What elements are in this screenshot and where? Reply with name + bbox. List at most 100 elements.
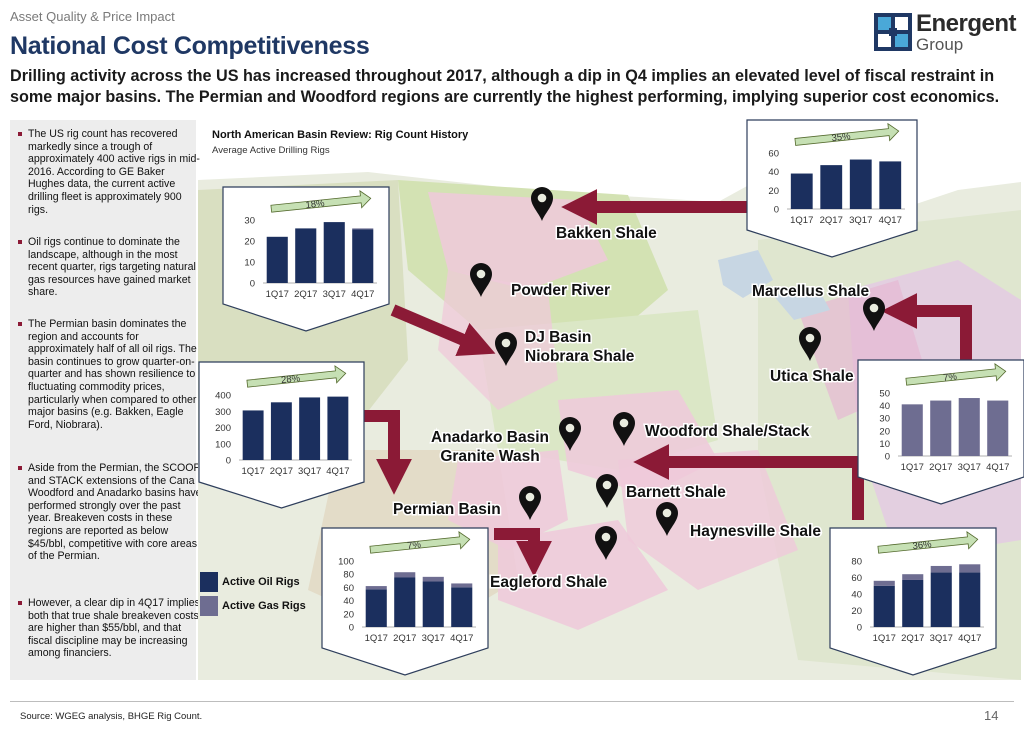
footer-divider	[10, 701, 1014, 702]
basin-label: Woodford Shale/Stack	[645, 423, 810, 440]
y-tick-label: 200	[215, 423, 231, 434]
basin-label: Haynesville Shale	[690, 523, 821, 540]
x-tick-label: 2Q17	[929, 462, 952, 473]
x-tick-label: 4Q17	[450, 633, 473, 644]
x-tick-label: 4Q17	[326, 466, 349, 477]
basin-pin-icon	[495, 332, 517, 366]
bar-oil	[365, 589, 387, 627]
pin-body	[531, 187, 553, 221]
x-tick-label: 3Q17	[298, 466, 321, 477]
pin-body	[656, 502, 678, 536]
arrow-to-dj	[390, 304, 496, 357]
y-tick-label: 0	[226, 456, 231, 467]
bar-oil	[299, 397, 321, 460]
x-tick-label: 3Q17	[422, 633, 445, 644]
map-title: North American Basin Review: Rig Count H…	[212, 129, 469, 141]
y-tick-label: 20	[851, 606, 862, 617]
growth-label: 18%	[305, 198, 326, 211]
page-title: National Cost Competitiveness	[10, 32, 370, 60]
bar-oil	[323, 222, 345, 283]
growth-label: 7%	[943, 371, 958, 383]
legend-gas-label: Active Gas Rigs	[222, 600, 306, 612]
bar-oil	[327, 396, 349, 460]
basin-haynesville	[618, 450, 798, 590]
y-tick-label: 40	[343, 596, 354, 607]
bar-oil	[394, 577, 416, 627]
great-lakes	[718, 250, 830, 320]
basin-label: Marcellus Shale	[752, 283, 870, 300]
basin-label: Bakken Shale	[556, 225, 657, 242]
pin-body	[799, 327, 821, 361]
bar-oil	[790, 173, 813, 209]
basin-label: Powder River	[511, 282, 610, 299]
bar-gas	[930, 565, 952, 573]
pin-dot	[619, 418, 629, 428]
commentary-panel: The US rig count has recovered markedly …	[10, 120, 202, 680]
y-tick-label: 300	[215, 407, 231, 418]
basin-label-line: Bakken Shale	[556, 225, 657, 242]
growth-label: 35%	[831, 131, 852, 144]
y-tick-label: 400	[215, 391, 231, 402]
pin-body	[470, 263, 492, 297]
bar-gas	[352, 228, 374, 230]
bullet-rig-recovery: The US rig count has recovered markedly …	[18, 128, 202, 216]
bar-oil	[879, 161, 902, 209]
basin-pin-icon	[595, 526, 617, 560]
y-tick-label: 0	[349, 623, 354, 634]
legend-gas: Active Gas Rigs	[200, 596, 320, 618]
bar-gas	[958, 398, 980, 456]
inset-chart-permian: 0 100 200 300 400 1Q17 2Q17 3Q17 4Q17 28%	[198, 361, 365, 509]
basin-label: Permian Basin	[393, 501, 501, 518]
y-tick-label: 0	[885, 452, 890, 463]
y-tick-label: 40	[879, 401, 890, 412]
x-tick-label: 4Q17	[351, 289, 374, 300]
map-subtitle: Average Active Drilling Rigs	[212, 145, 330, 156]
y-tick-label: 20	[768, 186, 779, 197]
y-tick-label: 30	[879, 414, 890, 425]
y-tick-label: 40	[768, 167, 779, 178]
y-tick-label: 80	[343, 570, 354, 581]
bullet-4q17-dip: However, a clear dip in 4Q17 implies bot…	[18, 597, 202, 660]
basin-label-line: Powder River	[511, 282, 610, 299]
inset-chart-eagleford: 0 20 40 60 80 100 1Q17 2Q17 3Q17 4Q17 7%	[321, 527, 489, 676]
pin-body	[495, 332, 517, 366]
basin-pin-icon	[596, 474, 618, 508]
bullet-oil-rigs: Oil rigs continue to dominate the landsc…	[18, 236, 202, 299]
bar-gas	[901, 404, 923, 456]
y-tick-label: 80	[851, 557, 862, 568]
logo-name: Energent	[916, 10, 1017, 37]
bar-gas	[930, 400, 952, 456]
pin-body	[559, 417, 581, 451]
basin-label-line: Granite Wash	[440, 448, 539, 465]
x-tick-label: 1Q17	[790, 215, 813, 226]
bullet-scoop-stack: Aside from the Permian, the SCOOP and ST…	[18, 462, 202, 563]
pin-dot	[869, 303, 879, 313]
y-tick-label: 10	[879, 439, 890, 450]
basin-label-line: Permian Basin	[393, 501, 501, 518]
section-topline: Asset Quality & Price Impact	[10, 9, 175, 24]
pin-body	[519, 486, 541, 520]
basin-label-line: DJ Basin	[525, 329, 591, 346]
basin-pin-icon	[613, 412, 635, 446]
pin-body	[613, 412, 635, 446]
bar-gas	[902, 574, 924, 580]
basin-permian	[448, 450, 568, 550]
x-tick-label: 1Q17	[901, 462, 924, 473]
y-tick-label: 0	[250, 279, 255, 290]
y-tick-label: 10	[244, 258, 255, 269]
bar-oil	[352, 229, 374, 283]
pin-dot	[601, 532, 611, 542]
pin-body	[595, 526, 617, 560]
x-tick-label: 1Q17	[266, 289, 289, 300]
y-tick-label: 20	[879, 426, 890, 437]
pin-dot	[525, 492, 535, 502]
bar-oil	[266, 236, 288, 283]
y-tick-label: 100	[215, 439, 231, 450]
x-tick-label: 2Q17	[901, 633, 924, 644]
x-tick-label: 3Q17	[958, 462, 981, 473]
legend-oil-label: Active Oil Rigs	[222, 576, 300, 588]
bar-gas	[365, 586, 387, 590]
legend-gas-swatch	[200, 596, 218, 616]
